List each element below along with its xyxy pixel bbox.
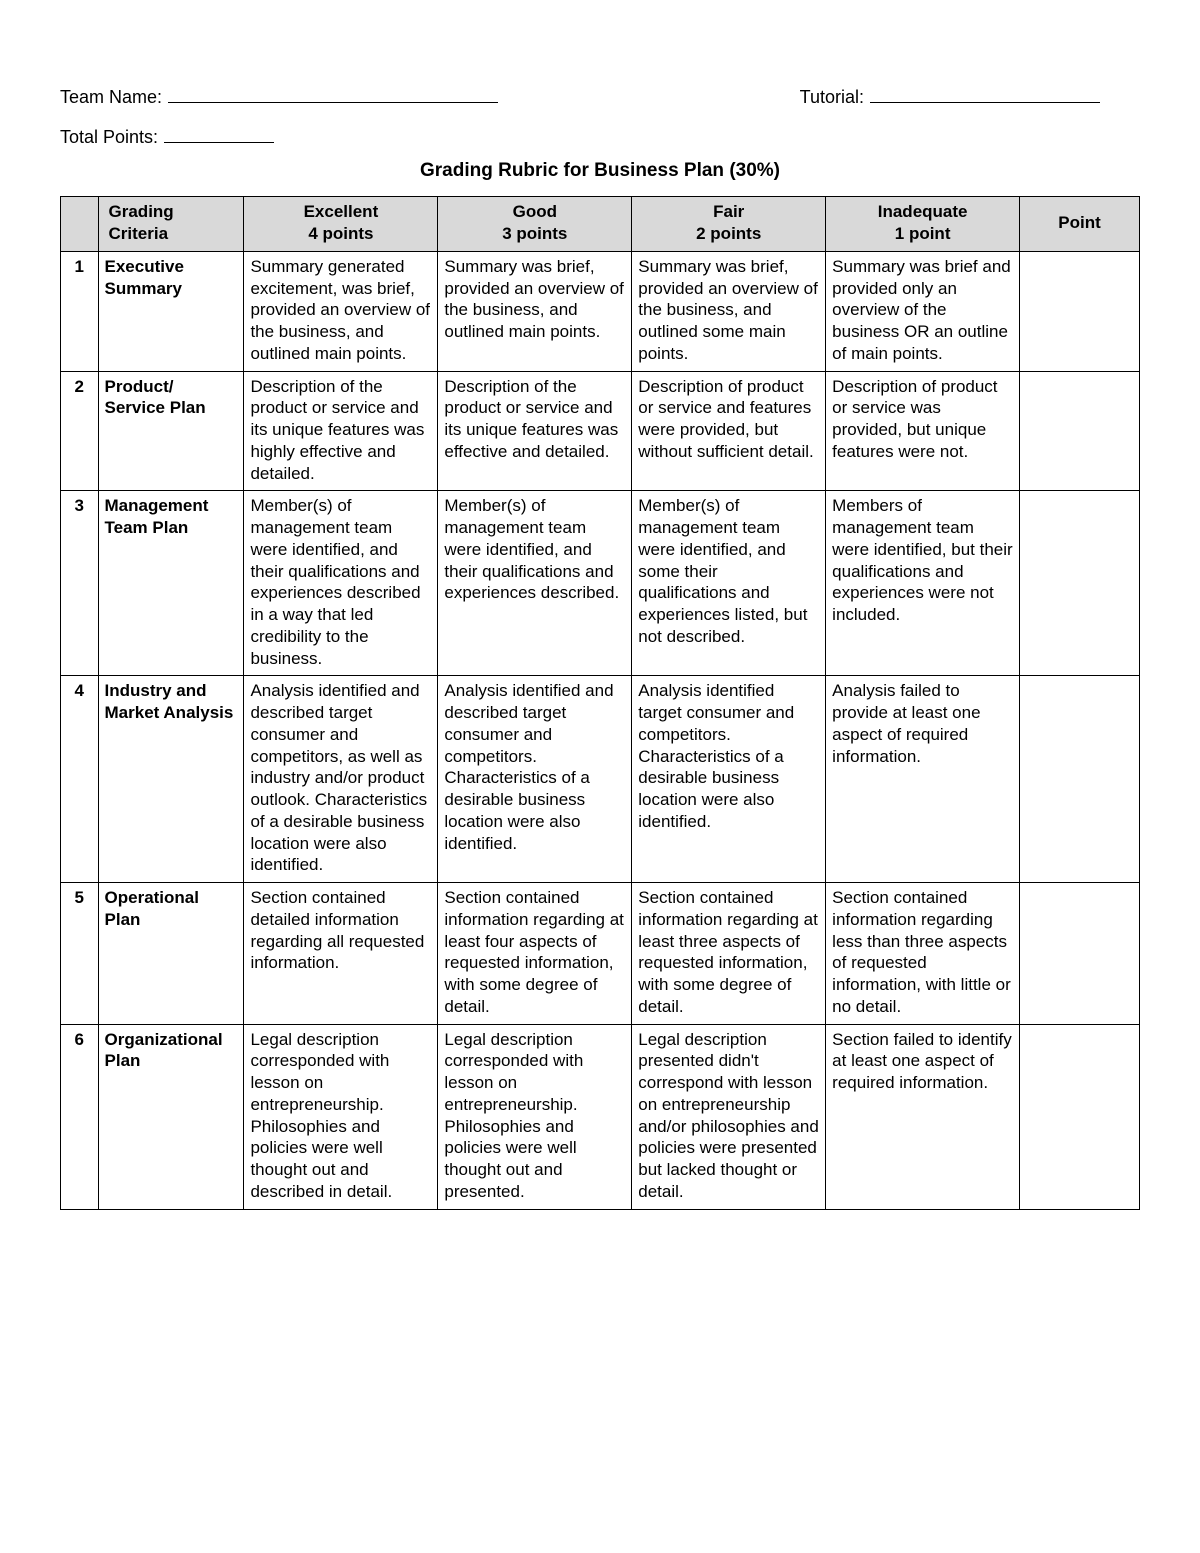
row-cell: Legal description corresponded with less… [244,1024,438,1209]
row-cell: Analysis identified and described target… [244,676,438,883]
row-cell: Section contained information regarding … [438,883,632,1025]
row-cell: Analysis identified target consumer and … [632,676,826,883]
header-inadequate-points: 1 point [895,224,951,243]
table-row: 2Product/ Service PlanDescription of the… [61,371,1140,491]
row-point[interactable] [1020,676,1140,883]
row-cell: Summary was brief, provided an overview … [438,251,632,371]
form-row-1: Team Name: Tutorial: [60,80,1140,114]
row-cell: Member(s) of management team were identi… [244,491,438,676]
rubric-table: Grading Criteria Excellent 4 points Good… [60,196,1140,1209]
row-criteria: Product/ Service Plan [98,371,244,491]
row-cell: Member(s) of management team were identi… [632,491,826,676]
table-head: Grading Criteria Excellent 4 points Good… [61,197,1140,252]
header-fair-name: Fair [713,202,744,221]
row-cell: Description of the product or service an… [244,371,438,491]
team-name-label: Team Name: [60,80,162,114]
row-cell: Summary was brief, provided an overview … [632,251,826,371]
row-cell: Analysis failed to provide at least one … [826,676,1020,883]
tutorial-line [870,102,1100,103]
row-cell: Legal description presented didn't corre… [632,1024,826,1209]
header-inadequate: Inadequate 1 point [826,197,1020,252]
row-number: 4 [61,676,99,883]
total-points-label: Total Points: [60,120,158,154]
row-cell: Member(s) of management team were identi… [438,491,632,676]
table-row: 3Management Team PlanMember(s) of manage… [61,491,1140,676]
header-num [61,197,99,252]
row-cell: Legal description corresponded with less… [438,1024,632,1209]
row-criteria: Management Team Plan [98,491,244,676]
row-cell: Section contained information regarding … [826,883,1020,1025]
header-excellent-name: Excellent [304,202,379,221]
table-row: 5Operational PlanSection contained detai… [61,883,1140,1025]
form-fields: Team Name: Tutorial: Total Points: [60,80,1140,154]
table-row: 1Executive SummarySummary generated exci… [61,251,1140,371]
row-number: 1 [61,251,99,371]
page-title: Grading Rubric for Business Plan (30%) [420,160,780,181]
row-number: 5 [61,883,99,1025]
header-excellent: Excellent 4 points [244,197,438,252]
row-cell: Summary was brief and provided only an o… [826,251,1020,371]
row-point[interactable] [1020,371,1140,491]
row-criteria: Organizational Plan [98,1024,244,1209]
total-points-line [164,142,274,143]
row-cell: Section failed to identify at least one … [826,1024,1020,1209]
team-name-field[interactable]: Team Name: [60,80,498,114]
row-cell: Members of management team were identifi… [826,491,1020,676]
table-row: 6Organizational PlanLegal description co… [61,1024,1140,1209]
row-point[interactable] [1020,251,1140,371]
row-criteria: Industry and Market Analysis [98,676,244,883]
row-cell: Summary generated excitement, was brief,… [244,251,438,371]
header-fair-points: 2 points [696,224,761,243]
header-criteria: Grading Criteria [98,197,244,252]
table-row: 4Industry and Market AnalysisAnalysis id… [61,676,1140,883]
row-number: 2 [61,371,99,491]
header-good: Good 3 points [438,197,632,252]
row-cell: Section contained detailed information r… [244,883,438,1025]
title-wrap: Grading Rubric for Business Plan (30%) [60,160,1140,182]
row-criteria: Executive Summary [98,251,244,371]
header-point: Point [1020,197,1140,252]
header-inadequate-name: Inadequate [878,202,968,221]
header-fair: Fair 2 points [632,197,826,252]
row-number: 3 [61,491,99,676]
row-cell: Description of the product or service an… [438,371,632,491]
tutorial-label: Tutorial: [800,80,864,114]
page: Team Name: Tutorial: Total Points: Gradi… [0,0,1200,1270]
row-cell: Analysis identified and described target… [438,676,632,883]
row-number: 6 [61,1024,99,1209]
row-cell: Description of product or service was pr… [826,371,1020,491]
row-cell: Description of product or service and fe… [632,371,826,491]
tutorial-field[interactable]: Tutorial: [800,80,1100,114]
row-point[interactable] [1020,491,1140,676]
team-name-line [168,102,498,103]
row-cell: Section contained information regarding … [632,883,826,1025]
header-good-points: 3 points [502,224,567,243]
header-row: Grading Criteria Excellent 4 points Good… [61,197,1140,252]
header-good-name: Good [513,202,557,221]
form-row-2: Total Points: [60,120,1140,154]
row-criteria: Operational Plan [98,883,244,1025]
row-point[interactable] [1020,1024,1140,1209]
table-body: 1Executive SummarySummary generated exci… [61,251,1140,1209]
row-point[interactable] [1020,883,1140,1025]
total-points-field[interactable]: Total Points: [60,120,274,154]
header-excellent-points: 4 points [308,224,373,243]
